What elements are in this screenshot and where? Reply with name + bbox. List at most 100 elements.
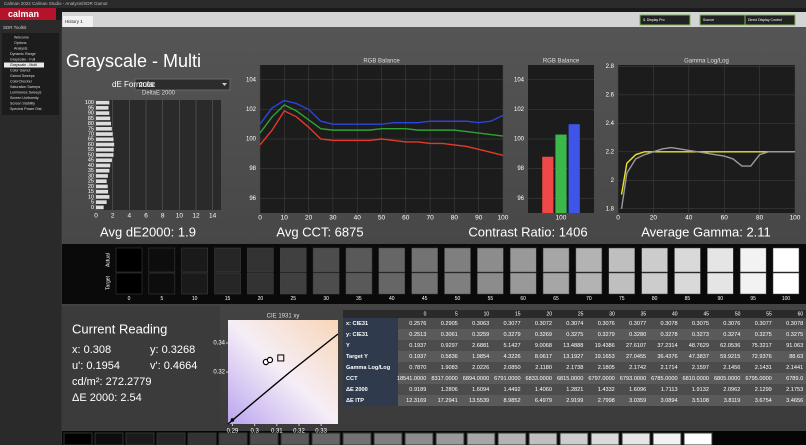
swatch-label: 25 bbox=[290, 296, 296, 302]
table-cell: 13.5539 bbox=[469, 398, 489, 404]
y-tick-label: 98 bbox=[249, 166, 256, 172]
device-label: Direct Display Control bbox=[748, 18, 782, 22]
swatch-target bbox=[608, 272, 635, 295]
x-tick-label: 14 bbox=[209, 213, 217, 220]
table-col-header: 55 bbox=[766, 311, 772, 317]
y-tick-label: 5 bbox=[91, 200, 94, 206]
bottom-swatch[interactable] bbox=[187, 432, 217, 445]
formula-value: 2000 bbox=[139, 82, 155, 89]
swatch-label: 45 bbox=[422, 296, 428, 302]
swatch-actual bbox=[148, 247, 176, 273]
swatch-actual bbox=[411, 247, 438, 273]
plot-area bbox=[618, 65, 795, 213]
bottom-swatch[interactable] bbox=[373, 432, 403, 445]
y-tick-label: 96 bbox=[517, 196, 524, 202]
bar bbox=[96, 132, 113, 136]
bottom-swatch[interactable] bbox=[435, 432, 465, 445]
x-tick-label: 40 bbox=[685, 215, 693, 222]
y-tick-label: 75 bbox=[88, 126, 94, 132]
summary: Contrast Ratio: 1406 bbox=[468, 224, 587, 239]
bottom-swatch[interactable] bbox=[125, 432, 155, 445]
table-row bbox=[343, 395, 806, 406]
table-cell: 6815.0000 bbox=[557, 376, 583, 382]
table-cell: 17.2941 bbox=[438, 398, 458, 404]
dropdown[interactable] bbox=[134, 78, 231, 91]
x-tick-label: 0 bbox=[94, 213, 98, 220]
swatch-target bbox=[477, 272, 504, 295]
swatch-target bbox=[542, 272, 570, 295]
sidebar-item: Color Gamut bbox=[10, 69, 30, 73]
table-cell: 6789.0 bbox=[786, 376, 803, 382]
bottom-swatch[interactable] bbox=[63, 432, 93, 445]
bottom-swatch[interactable] bbox=[621, 432, 651, 445]
reading-value: x: 0.308 bbox=[72, 344, 111, 356]
bottom-swatch[interactable] bbox=[528, 432, 558, 445]
table-cell: 2.1753 bbox=[786, 387, 803, 393]
bar bbox=[96, 121, 111, 126]
bottom-swatch[interactable] bbox=[342, 432, 372, 445]
bar bbox=[555, 134, 567, 213]
bar bbox=[96, 184, 108, 189]
x-tick-label: 0.32 bbox=[293, 429, 305, 435]
summary: Average Gamma: 2.11 bbox=[641, 224, 771, 239]
sidebar-list bbox=[2, 33, 59, 115]
table-cell: 1.4332 bbox=[598, 387, 615, 393]
bottom-swatch[interactable] bbox=[249, 432, 279, 445]
x-tick-label: 0.29 bbox=[227, 429, 239, 435]
bottom-swatch[interactable] bbox=[404, 432, 434, 445]
bottom-swatch[interactable] bbox=[218, 432, 248, 445]
table-row bbox=[343, 384, 806, 395]
device-box[interactable] bbox=[639, 14, 691, 26]
chart-title: Gamma Log/Log bbox=[684, 59, 729, 65]
series-line bbox=[259, 99, 504, 125]
bottom-swatch[interactable] bbox=[311, 432, 341, 445]
table-cell: 0.3074 bbox=[566, 321, 583, 327]
table-cell: 0.3280 bbox=[629, 332, 646, 338]
swatch-actual bbox=[444, 247, 471, 273]
table-cell: 0.3278 bbox=[660, 332, 677, 338]
bottom-swatch[interactable] bbox=[280, 432, 310, 445]
bottom-swatch[interactable] bbox=[94, 432, 124, 445]
table-row-head bbox=[343, 340, 398, 351]
bottom-swatch[interactable] bbox=[497, 432, 527, 445]
table-cell: 62.0536 bbox=[720, 343, 740, 349]
table-row-label: Target Y bbox=[346, 354, 368, 360]
table-row bbox=[343, 362, 806, 373]
y-tick-label: 0.34 bbox=[213, 341, 225, 347]
y-tick-label: 2 bbox=[611, 178, 615, 184]
swatch-target bbox=[312, 272, 340, 295]
point bbox=[266, 356, 274, 364]
reading-value: ΔE 2000: 2.54 bbox=[72, 392, 142, 404]
x-tick-label: 4 bbox=[128, 213, 132, 220]
table-cell: 6793.0000 bbox=[620, 376, 646, 382]
bottom-swatch[interactable] bbox=[652, 432, 682, 445]
sidebar-item: Options bbox=[14, 41, 27, 45]
bar bbox=[96, 195, 110, 199]
bottom-swatch[interactable] bbox=[683, 432, 713, 445]
bottom-swatch[interactable] bbox=[590, 432, 620, 445]
table-cell: 1.9132 bbox=[692, 387, 709, 393]
bar bbox=[96, 153, 114, 157]
bottom-swatch[interactable] bbox=[559, 432, 589, 445]
swatch-label: 20 bbox=[258, 296, 264, 302]
x-tick-label: 100 bbox=[556, 215, 567, 222]
table-col-header: 50 bbox=[735, 311, 741, 317]
bottom-swatch[interactable] bbox=[466, 432, 496, 445]
table-col-header: 20 bbox=[546, 311, 552, 317]
swatch-actual bbox=[772, 247, 800, 273]
table-cell: 2.1742 bbox=[629, 365, 646, 371]
bottom-swatch[interactable] bbox=[156, 432, 186, 445]
swatch-target bbox=[148, 272, 176, 295]
tab[interactable] bbox=[63, 16, 93, 27]
table-cell: 8.9852 bbox=[503, 398, 520, 404]
series-line bbox=[620, 151, 795, 195]
table-cell: 4.3226 bbox=[503, 354, 520, 360]
swatch-target bbox=[280, 272, 307, 295]
swatch-actual bbox=[280, 247, 307, 273]
bar bbox=[96, 111, 110, 115]
x-tick-label: 40 bbox=[354, 215, 362, 222]
device-box[interactable] bbox=[744, 14, 796, 26]
table-cell: 88.63 bbox=[789, 354, 803, 360]
table-cell: 3.4656 bbox=[786, 398, 803, 404]
